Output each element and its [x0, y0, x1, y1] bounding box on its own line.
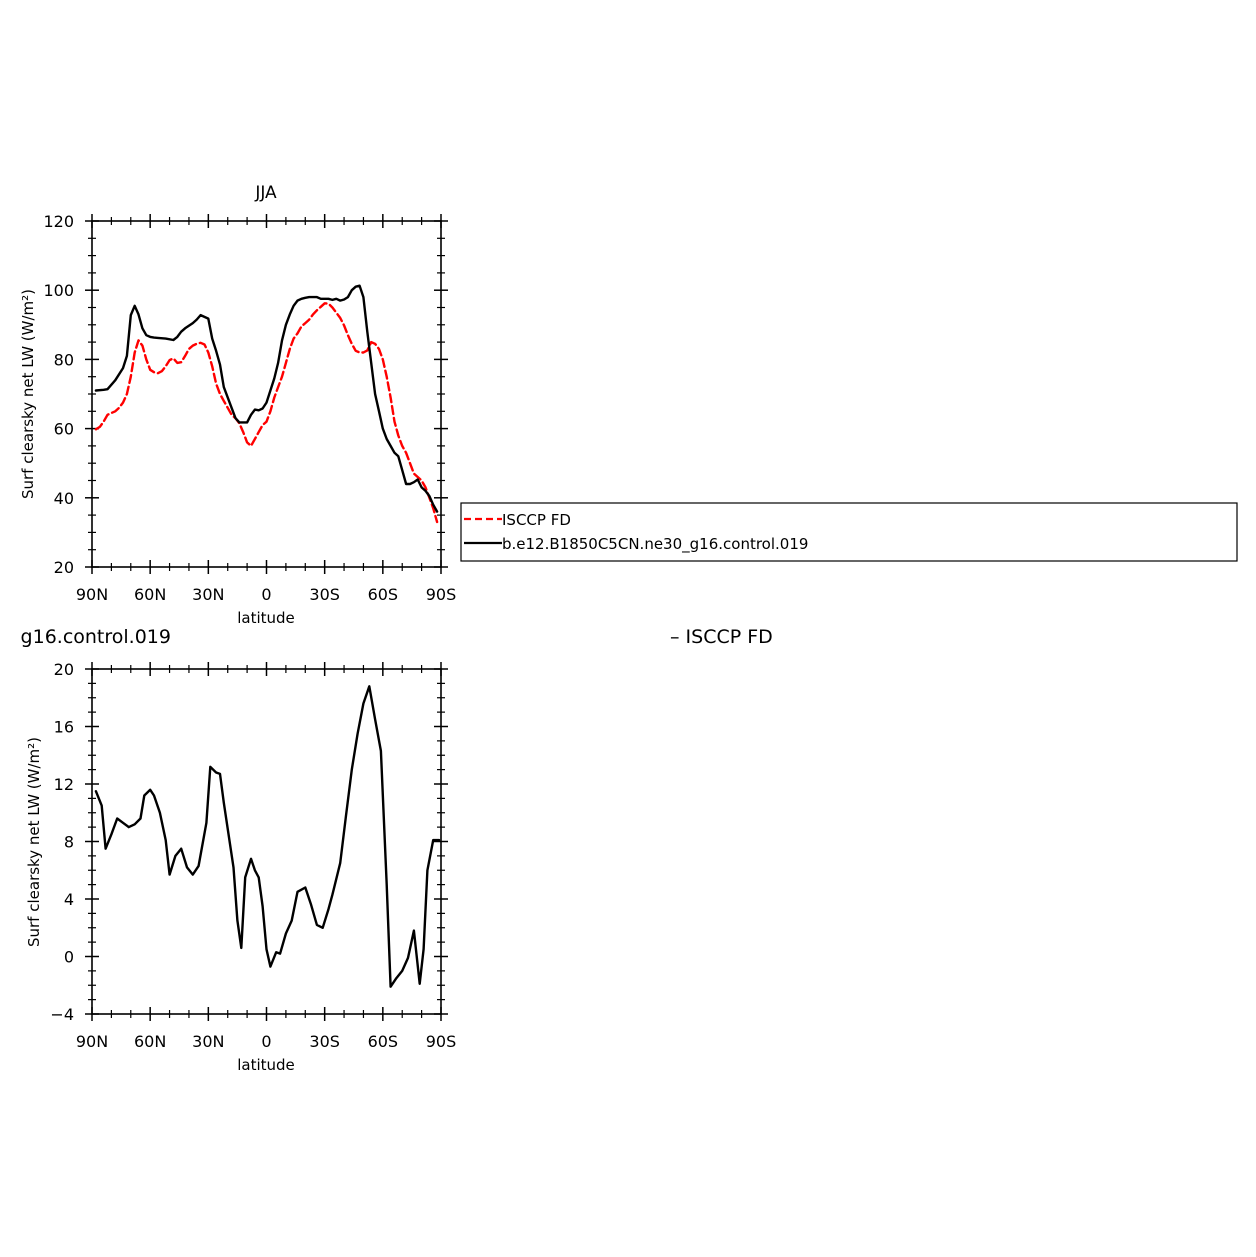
- y-tick-label: 100: [43, 281, 74, 300]
- x-tick-label: 60S: [368, 585, 399, 604]
- x-tick-label: 30N: [192, 1032, 224, 1051]
- panel-bottom-x-tick-labels: 90N 60N 30N 0 30S 60S 90S: [76, 1032, 456, 1051]
- x-tick-label: 30S: [309, 585, 340, 604]
- y-tick-label: 16: [54, 718, 74, 737]
- panel-top-y-tick-labels: 20 40 60 80 100 120: [43, 212, 74, 577]
- panel-top-x-axis-label: latitude: [237, 609, 295, 627]
- x-tick-label: 60S: [368, 1032, 399, 1051]
- panel-top-y-axis-label: Surf clearsky net LW (W/m²): [19, 289, 37, 499]
- y-tick-label: 60: [54, 420, 74, 439]
- panel-bottom: g16.control.019 – ISCCP FD −4 0 4 8 12 16 20 9…: [21, 626, 773, 1074]
- x-tick-label: 60N: [134, 1032, 166, 1051]
- legend-label-isccp: ISCCP FD: [502, 511, 571, 529]
- panel-bottom-y-tick-labels: −4 0 4 8 12 16 20: [50, 660, 74, 1024]
- series-line-0: [94, 302, 439, 524]
- y-tick-label: 12: [54, 775, 74, 794]
- panel-bottom-series: [94, 685, 441, 988]
- y-tick-label: 40: [54, 489, 74, 508]
- x-tick-label: 90S: [426, 1032, 457, 1051]
- panel-bottom-title-right: – ISCCP FD: [670, 626, 773, 648]
- panel-top: JJA 20 40 60 80 100 120 90N 60N 30N 0 30S 60S 90S l…: [19, 183, 456, 627]
- panel-top-x-tick-labels: 90N 60N 30N 0 30S 60S 90S: [76, 585, 456, 604]
- panel-top-plot-frame: [91, 220, 442, 568]
- y-tick-label: 8: [64, 833, 74, 852]
- y-tick-label: −4: [50, 1005, 74, 1024]
- x-tick-label: 30N: [192, 585, 224, 604]
- y-tick-label: 20: [54, 558, 74, 577]
- x-tick-label: 30S: [309, 1032, 340, 1051]
- panel-top-title: JJA: [254, 183, 277, 203]
- x-tick-label: 0: [261, 1032, 271, 1051]
- x-tick-label: 60N: [134, 585, 166, 604]
- legend-label-model: b.e12.B1850C5CN.ne30_g16.control.019: [502, 535, 808, 554]
- legend-box: [460, 502, 1238, 562]
- x-tick-label: 90S: [426, 585, 457, 604]
- y-tick-label: 20: [54, 660, 74, 679]
- panel-bottom-x-axis-label: latitude: [237, 1056, 295, 1074]
- panel-bottom-ticks: [85, 662, 448, 1021]
- series-line-1: [94, 284, 439, 513]
- y-tick-label: 0: [64, 948, 74, 967]
- y-tick-label: 4: [64, 890, 74, 909]
- panel-top-ticks: [85, 214, 448, 574]
- x-tick-label: 0: [261, 585, 271, 604]
- y-tick-label: 120: [43, 212, 74, 231]
- panel-top-series: [94, 284, 439, 524]
- x-tick-label: 90N: [76, 585, 108, 604]
- series-line-0: [94, 685, 441, 988]
- panel-bottom-title-left: g16.control.019: [21, 626, 171, 648]
- y-tick-label: 80: [54, 350, 74, 369]
- legend: ISCCP FD b.e12.B1850C5CN.ne30_g16.contro…: [460, 502, 1238, 562]
- panel-bottom-y-axis-label: Surf clearsky net LW (W/m²): [25, 737, 43, 947]
- x-tick-label: 90N: [76, 1032, 108, 1051]
